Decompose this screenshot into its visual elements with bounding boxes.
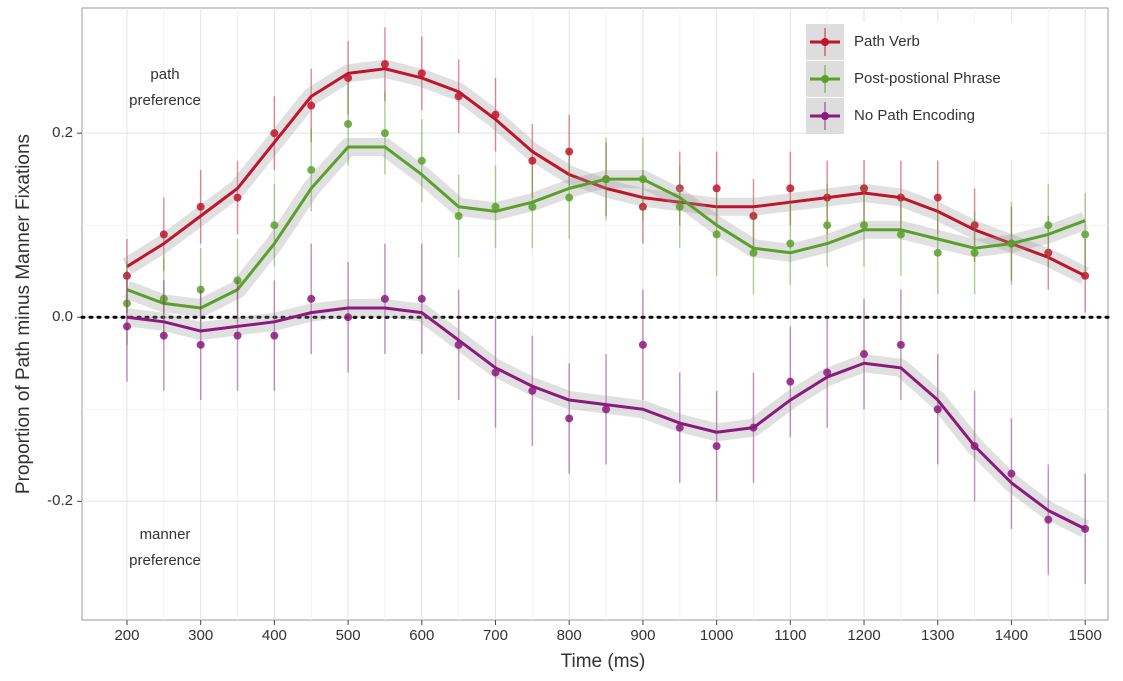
legend-box — [806, 22, 1040, 160]
data-point — [860, 184, 869, 193]
data-point — [380, 129, 389, 138]
data-point — [233, 193, 242, 202]
data-point — [638, 202, 647, 211]
data-point — [712, 184, 721, 193]
data-point — [196, 285, 205, 294]
data-point — [122, 271, 131, 280]
data-point — [675, 184, 684, 193]
y-tick-label: -0.2 — [47, 492, 73, 509]
data-point — [933, 193, 942, 202]
data-point — [122, 299, 131, 308]
annotation: preference — [129, 92, 201, 109]
data-point — [270, 331, 279, 340]
data-point — [602, 405, 611, 414]
data-point — [380, 60, 389, 69]
data-point — [675, 423, 684, 432]
data-point — [159, 331, 168, 340]
data-point — [565, 414, 574, 423]
data-point — [307, 101, 316, 110]
trend-line — [126, 67, 1086, 278]
x-tick-label: 1500 — [1068, 627, 1101, 644]
data-point — [270, 221, 279, 230]
data-point — [749, 248, 758, 257]
data-point — [933, 405, 942, 414]
legend-key — [821, 38, 829, 46]
data-point — [122, 322, 131, 331]
x-tick-label: 1400 — [995, 627, 1028, 644]
data-point — [860, 221, 869, 230]
data-point — [1081, 230, 1090, 239]
legend-label: Post-postional Phrase — [854, 70, 1001, 87]
y-tick-label: 0.0 — [52, 308, 73, 325]
annotation: path — [150, 66, 179, 83]
legend-label: No Path Encoding — [854, 107, 975, 124]
data-point — [933, 248, 942, 257]
data-point — [1044, 515, 1053, 524]
trend-line — [126, 145, 1086, 310]
data-point — [454, 211, 463, 220]
data-point — [196, 340, 205, 349]
data-point — [896, 230, 905, 239]
x-tick-label: 600 — [409, 627, 434, 644]
data-point — [233, 276, 242, 285]
x-tick-label: 1300 — [921, 627, 954, 644]
data-point — [786, 377, 795, 386]
data-point — [196, 202, 205, 211]
data-point — [417, 294, 426, 303]
data-point — [823, 221, 832, 230]
y-axis-label: Proportion of Path minus Manner Fixation… — [13, 134, 34, 494]
data-point — [159, 294, 168, 303]
data-point — [528, 386, 537, 395]
data-point — [970, 248, 979, 257]
x-tick-label: 1100 — [774, 627, 806, 644]
data-point — [491, 202, 500, 211]
x-tick-label: 800 — [557, 627, 582, 644]
annotation: manner — [140, 526, 191, 543]
x-tick-label: 900 — [630, 627, 655, 644]
data-point — [417, 156, 426, 165]
data-point — [638, 340, 647, 349]
data-point — [823, 368, 832, 377]
data-point — [675, 202, 684, 211]
data-point — [1044, 221, 1053, 230]
data-point — [233, 331, 242, 340]
data-point — [565, 193, 574, 202]
data-point — [1044, 248, 1053, 257]
x-tick-label: 400 — [262, 627, 287, 644]
x-tick-label: 200 — [114, 627, 139, 644]
legend-label: Path Verb — [854, 33, 920, 50]
data-point — [344, 119, 353, 128]
data-point — [712, 442, 721, 451]
data-point — [896, 340, 905, 349]
data-point — [749, 211, 758, 220]
x-tick-label: 1200 — [847, 627, 880, 644]
legend-key — [821, 112, 829, 120]
data-point — [860, 350, 869, 359]
x-tick-label: 700 — [483, 627, 508, 644]
data-point — [528, 202, 537, 211]
data-point — [417, 69, 426, 78]
data-point — [565, 147, 574, 156]
trend-line — [126, 306, 1086, 531]
data-point — [712, 230, 721, 239]
data-point — [380, 294, 389, 303]
x-tick-label: 300 — [188, 627, 213, 644]
x-axis-label: Time (ms) — [561, 651, 646, 672]
data-point — [1007, 469, 1016, 478]
data-point — [786, 239, 795, 248]
annotation: preference — [129, 552, 201, 569]
data-point — [159, 230, 168, 239]
y-tick-label: 0.2 — [52, 124, 73, 141]
data-point — [307, 165, 316, 174]
data-point — [786, 184, 795, 193]
data-point — [528, 156, 537, 165]
data-point — [307, 294, 316, 303]
legend-key — [821, 75, 829, 83]
data-point — [270, 129, 279, 138]
x-tick-label: 500 — [336, 627, 361, 644]
data-point — [344, 313, 353, 322]
x-tick-label: 1000 — [700, 627, 733, 644]
